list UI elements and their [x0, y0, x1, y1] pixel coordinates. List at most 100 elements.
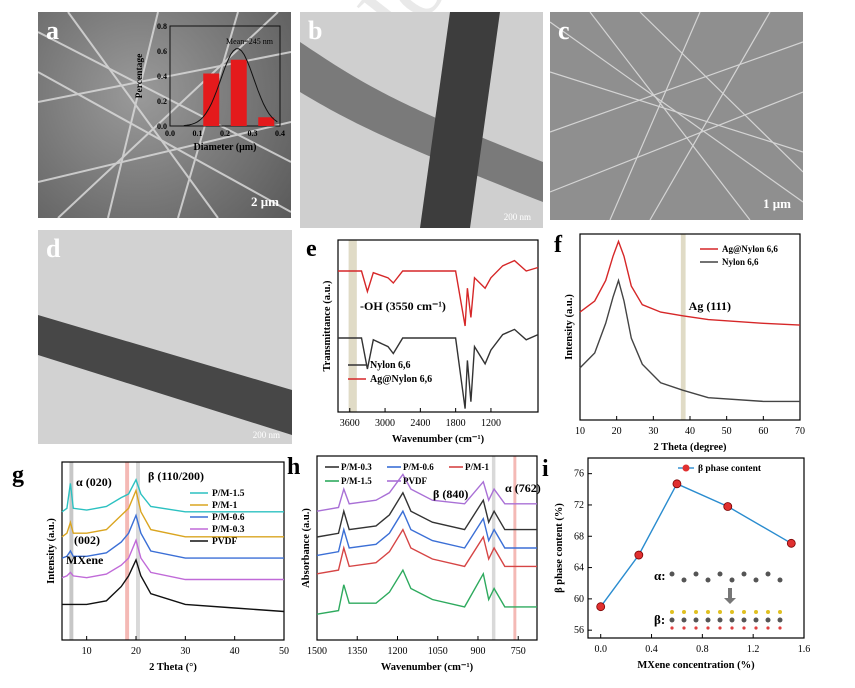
y-tick-label-2: 64 [574, 563, 584, 574]
alpha-chain-atom-9 [777, 577, 783, 583]
xrd-chart-g: 10 20 30 40 50 2 Theta (°) Intensity (a.u.) g α … [12, 461, 289, 673]
beta-chain-h-2 [694, 626, 698, 630]
panel-label-d: d [46, 234, 61, 263]
x-axis-label: MXene concentration (%) [637, 660, 755, 671]
series-line-1 [316, 509, 537, 557]
highlight-band-2 [136, 462, 140, 640]
inset-x-tick-3: 0.3 [248, 129, 258, 138]
legend-label-0: Ag@Nylon 6,6 [722, 244, 778, 254]
panel-label-f: f [554, 232, 563, 258]
x-axis-label: Wavenumber (cm⁻¹) [381, 662, 474, 673]
legend-label-0: P/M-1.5 [212, 489, 245, 499]
beta-chain-f-3 [706, 610, 710, 614]
x-tick-label-0: 10 [575, 426, 585, 437]
series-line-2 [61, 513, 284, 559]
plot-frame [337, 239, 539, 413]
data-point-2 [672, 479, 682, 489]
y-axis-label: Intensity (a.u.) [564, 294, 575, 360]
histogram-inset: Mean=245 nm 0.0 0.1 0.2 0.3 0.4 0.0 0.2 0.4 0.6 0.… [135, 22, 285, 153]
alpha-762-annotation: α (762) [505, 481, 541, 495]
legend-label: β phase content [698, 464, 762, 474]
panel-label-a: a [46, 16, 59, 45]
highlight-band-1 [125, 462, 130, 640]
sem-image-c: c 1 μm [550, 12, 803, 220]
peak-002-annotation: (002) [74, 533, 100, 547]
beta-chain-f-4 [718, 610, 722, 614]
series-line-3 [61, 538, 284, 581]
inset-x-tick-4: 0.4 [275, 129, 285, 138]
legend-label-0: Nylon 6,6 [370, 360, 411, 371]
panel-label-h: h [287, 454, 300, 480]
beta-chain-h-0 [670, 626, 674, 630]
tem-image-d: d 200 nm [38, 230, 292, 444]
beta-chain-h-3 [706, 626, 710, 630]
fiber-texture-b [300, 12, 543, 228]
series-line-1 [338, 259, 539, 327]
inset-x-tick-2: 0.2 [220, 129, 230, 138]
mxene-annotation: MXene [66, 553, 104, 567]
y-tick-label-1: 60 [574, 594, 584, 605]
scale-bar-c: 1 μm [763, 196, 791, 211]
x-tick-label-1: 1350 [347, 646, 367, 657]
series-line-1 [61, 488, 284, 538]
x-tick-label-2: 1200 [387, 646, 407, 657]
beta-chain-atom-3 [705, 617, 711, 623]
x-tick-label-1: 3000 [375, 418, 395, 429]
series-line-0 [338, 328, 539, 409]
histogram-bar-0 [203, 73, 220, 126]
transition-arrow [724, 588, 736, 604]
beta-chain-atom-9 [777, 617, 783, 623]
x-tick-label-4: 50 [279, 646, 289, 657]
beta-chain-atom-5 [729, 617, 735, 623]
series-line-4 [62, 557, 285, 613]
oh-annotation: -OH (3550 cm⁻¹) [360, 299, 446, 313]
legend-marker [682, 464, 690, 472]
scale-bar-a: 2 μm [251, 194, 279, 209]
highlight-band [348, 240, 357, 412]
alpha-chain-atom-4 [717, 571, 723, 577]
legend-label-2: P/M-0.6 [212, 513, 245, 523]
x-tick-label-3: 1800 [446, 418, 466, 429]
beta-chain-f-2 [694, 610, 698, 614]
alpha-chain-atom-6 [741, 571, 747, 577]
panel-label-c: c [558, 16, 570, 45]
alpha-chain-atom-8 [765, 571, 771, 577]
scale-bar-b: 200 nm [503, 212, 531, 222]
highlight-band-0 [69, 462, 74, 640]
y-tick-label-4: 72 [574, 500, 584, 511]
beta-phase-chart-i: 0.0 0.4 0.8 1.2 1.6 56 60 64 68 72 76 MXene concent… [542, 456, 810, 671]
panel-label-g: g [12, 462, 24, 488]
inset-y-tick-2: 0.4 [157, 72, 167, 81]
y-tick-label-3: 68 [574, 531, 584, 542]
x-tick-label-3: 40 [685, 426, 695, 437]
beta-chain-atom-2 [693, 617, 699, 623]
x-tick-label-0: 1500 [307, 646, 327, 657]
legend-label-4: PVDF [403, 476, 427, 486]
alpha-chain-label: α: [654, 568, 666, 583]
beta-chain-f-8 [766, 610, 770, 614]
gaussian-fit-curve [183, 48, 278, 127]
series-line-0 [600, 482, 792, 608]
legend-label-1: P/M-0.6 [403, 462, 434, 472]
alpha-chain-atom-7 [753, 577, 759, 583]
beta-chain-f-7 [754, 610, 758, 614]
x-tick-label-2: 30 [648, 426, 658, 437]
x-tick-label-0: 10 [82, 646, 92, 657]
ftir-chart-h: 1500 1350 1200 1050 900 750 Wavenumber (cm⁻¹) A… [287, 454, 541, 673]
highlight-band [680, 234, 686, 420]
beta-annotation: β (110/200) [148, 469, 204, 483]
x-tick-label-6: 70 [795, 426, 805, 437]
scale-bar-d: 200 nm [252, 430, 280, 440]
inset-y-tick-0: 0.0 [157, 122, 167, 131]
x-tick-label-4: 50 [722, 426, 732, 437]
panel-label-e: e [306, 236, 317, 262]
beta-chain-h-6 [742, 626, 746, 630]
fit-label: Mean=245 nm [226, 37, 274, 46]
series-line-4 [316, 473, 537, 512]
inset-x-tick-1: 0.1 [193, 129, 203, 138]
x-tick-label-2: 30 [180, 646, 190, 657]
beta-chain-f-5 [730, 610, 734, 614]
inset-y-label: Percentage [135, 54, 145, 99]
x-tick-label-5: 60 [758, 426, 768, 437]
y-axis-label: Intensity (a.u.) [46, 518, 57, 584]
